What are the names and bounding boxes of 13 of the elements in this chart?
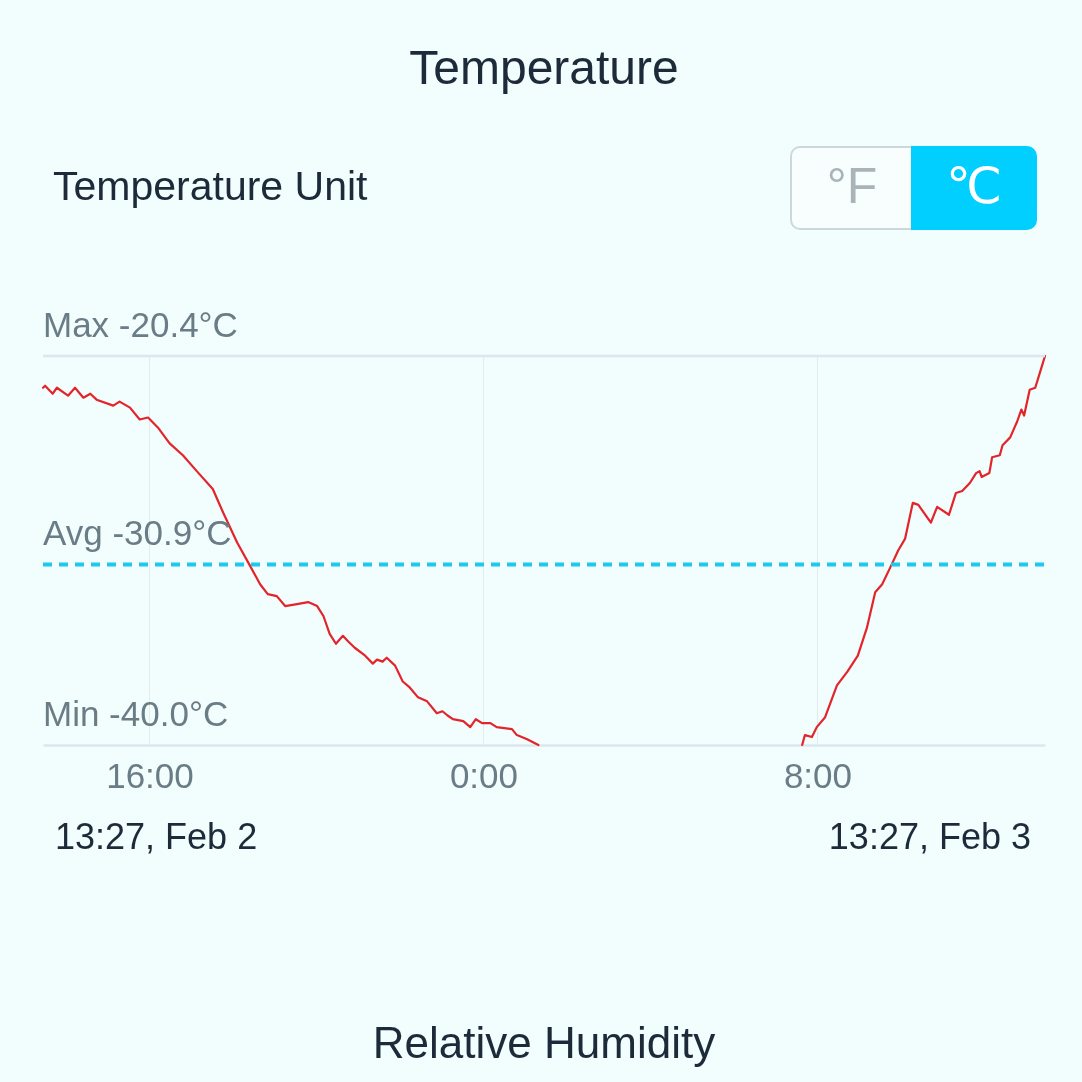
x-tick-label: 16:00 [106,755,194,795]
text: 13:27, Feb 2 [55,816,258,857]
text: °F [826,158,878,214]
text: Relative Humidity [372,1018,716,1067]
ref-line-label: Avg -30.9°C [43,513,232,553]
chart-title: Temperature [409,41,679,94]
x-tick-label: 0:00 [449,755,519,795]
x-tick-label: 8:00 [783,755,853,795]
text: ℃ [945,157,1003,215]
text: Temperature Unit [53,163,369,209]
text: 13:27, Feb 3 [828,816,1031,857]
ref-line-label: Max -20.4°C [43,305,238,344]
annotation: Min -40.0°C [43,694,229,733]
